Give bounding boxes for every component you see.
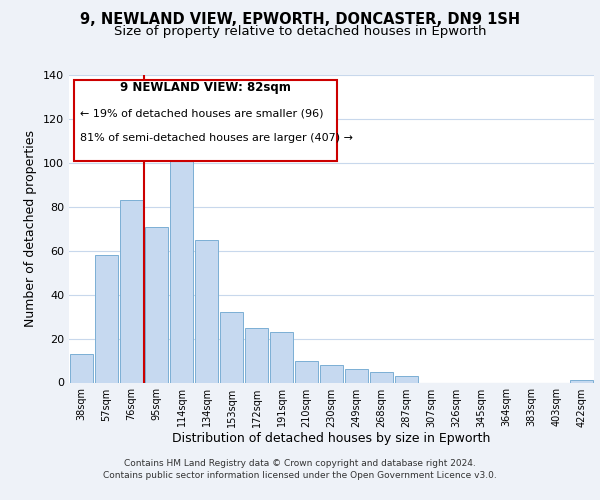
Bar (295, 360, 318, 382)
Text: Size of property relative to detached houses in Epworth: Size of property relative to detached ho… (114, 24, 486, 38)
Bar (395, 376, 418, 382)
Bar (345, 370, 368, 382)
Bar (95, 255, 118, 382)
Bar (320, 365, 343, 382)
Text: Contains HM Land Registry data © Crown copyright and database right 2024.: Contains HM Land Registry data © Crown c… (124, 460, 476, 468)
Bar (195, 240, 218, 382)
Bar (370, 372, 393, 382)
Bar (220, 312, 243, 382)
Text: 81% of semi-detached houses are larger (407) →: 81% of semi-detached houses are larger (… (79, 134, 353, 143)
Text: 9 NEWLAND VIEW: 82sqm: 9 NEWLAND VIEW: 82sqm (120, 81, 291, 94)
Text: Contains public sector information licensed under the Open Government Licence v3: Contains public sector information licen… (103, 472, 497, 480)
Bar (120, 200, 143, 382)
Bar (170, 152, 193, 382)
Bar (570, 380, 593, 382)
X-axis label: Distribution of detached houses by size in Epworth: Distribution of detached houses by size … (172, 432, 491, 446)
FancyBboxPatch shape (74, 80, 337, 161)
Y-axis label: Number of detached properties: Number of detached properties (25, 130, 37, 327)
Text: ← 19% of detached houses are smaller (96): ← 19% of detached houses are smaller (96… (79, 109, 323, 119)
Bar (270, 332, 293, 382)
Bar (245, 328, 268, 382)
Bar (145, 226, 168, 382)
Bar (70, 354, 93, 382)
Text: 9, NEWLAND VIEW, EPWORTH, DONCASTER, DN9 1SH: 9, NEWLAND VIEW, EPWORTH, DONCASTER, DN9… (80, 12, 520, 26)
